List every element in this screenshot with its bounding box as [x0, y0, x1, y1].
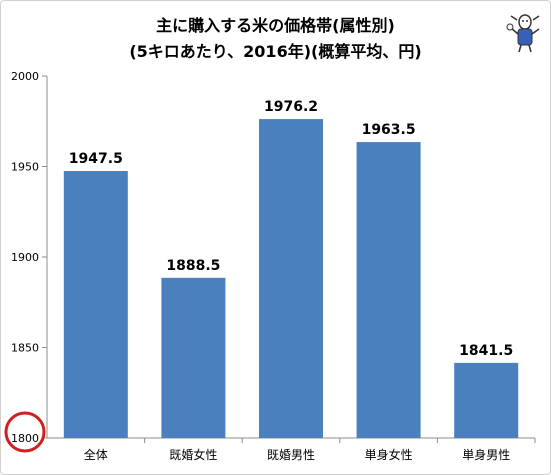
y-tick-label: 1800	[11, 432, 39, 445]
data-label: 1963.5	[362, 122, 416, 138]
highlight-circle	[4, 411, 46, 453]
x-tick-label: 既婚男性	[267, 448, 315, 462]
y-tick-label: 1950	[11, 161, 39, 174]
chart-subtitle: (5キロあたり、2016年)(概算平均、円)	[129, 42, 422, 61]
bar	[356, 142, 421, 438]
x-tick-label: 全体	[84, 447, 108, 462]
y-tick-label: 1900	[11, 251, 39, 264]
bar	[259, 119, 323, 438]
x-tick-label: 単身男性	[462, 447, 510, 462]
mascot-character-icon	[506, 14, 540, 53]
y-tick-label: 1850	[11, 342, 39, 355]
bar	[454, 362, 519, 438]
x-tick-label: 既婚女性	[169, 447, 217, 462]
y-tick-label: 2000	[11, 70, 39, 83]
bar	[161, 277, 226, 438]
data-label: 1976.2	[264, 99, 318, 115]
data-label: 1841.5	[459, 343, 513, 359]
data-label: 1947.5	[69, 151, 123, 167]
data-label: 1888.5	[166, 258, 220, 274]
bar	[63, 171, 128, 438]
chart-title: 主に購入する米の価格帯(属性別)	[156, 16, 395, 35]
x-tick-label: 単身女性	[365, 447, 413, 462]
